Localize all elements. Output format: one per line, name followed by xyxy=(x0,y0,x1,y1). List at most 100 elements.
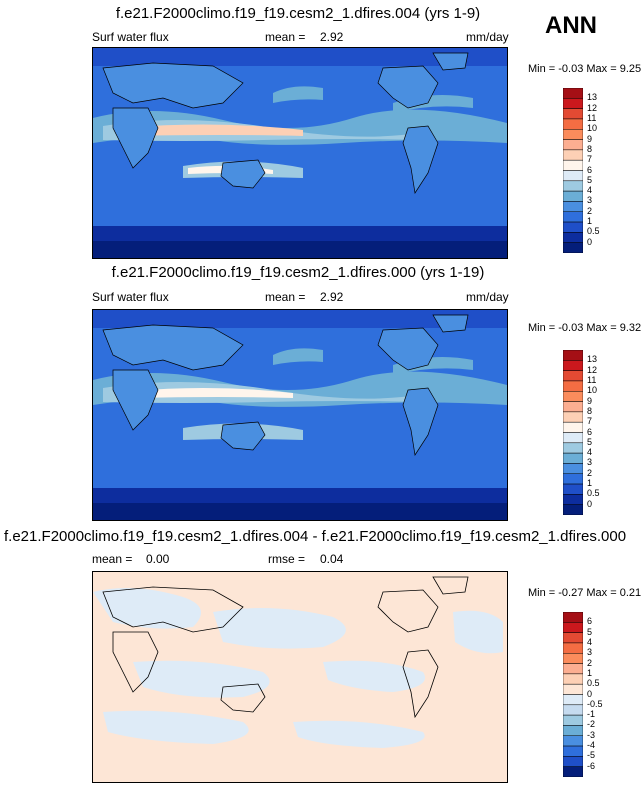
panel2-kuroshio xyxy=(273,348,323,365)
colorbar-swatch xyxy=(562,432,584,444)
colorbar-tick-label: 5 xyxy=(587,174,593,185)
colorbar-tick-label: 0 xyxy=(587,688,593,699)
colorbar-swatch xyxy=(562,211,584,223)
colorbar-tick-label: -2 xyxy=(587,719,596,730)
panel3-rmse-label: rmse = xyxy=(268,552,306,566)
panel3-mean-label: mean = xyxy=(92,552,133,566)
panel2-continents xyxy=(102,314,469,456)
panel3-eurasia xyxy=(102,586,244,633)
panel3-negative-patch-4 xyxy=(323,660,425,692)
colorbar-tick-label: 6 xyxy=(587,164,593,175)
colorbar-tick-label: -4 xyxy=(587,740,596,751)
colorbar-tick-label: 0 xyxy=(587,236,593,247)
panel1-itcz-core xyxy=(123,124,303,136)
colorbar-swatch xyxy=(562,745,584,757)
colorbar-swatch xyxy=(562,653,584,664)
panel3-map-svg xyxy=(93,572,507,782)
panel1-greenland xyxy=(432,52,469,71)
panel2-colorbar-svg xyxy=(562,349,584,516)
colorbar-tick-label: 12 xyxy=(587,102,598,113)
season-label: ANN xyxy=(545,12,597,39)
panel2-map-svg xyxy=(93,310,507,520)
panel3-negative-patch-6 xyxy=(293,720,425,748)
colorbar-tick-label: 2 xyxy=(587,467,593,478)
colorbar-tick-label: -5 xyxy=(587,750,596,761)
colorbar-swatch xyxy=(562,118,584,130)
colorbar-tick-label: -6 xyxy=(587,760,596,771)
panel2-eurasia xyxy=(102,324,244,371)
colorbar-swatch xyxy=(562,421,584,433)
colorbar-swatch xyxy=(562,442,584,454)
colorbar-tick-label: 10 xyxy=(587,123,598,134)
panel2-arctic-band xyxy=(93,310,507,328)
colorbar-swatch xyxy=(562,494,584,505)
colorbar-tick-label: 5 xyxy=(587,436,593,447)
panel3-negative-patch-2 xyxy=(213,608,346,649)
panel1-australia xyxy=(220,159,266,189)
colorbar-swatch xyxy=(562,473,584,485)
panel3-mean-value: 0.00 xyxy=(146,552,170,566)
colorbar-tick-label: 2 xyxy=(587,657,593,668)
colorbar-swatch xyxy=(562,756,584,767)
panel3-greenland xyxy=(432,576,469,595)
colorbar-tick-label: 10 xyxy=(587,385,598,396)
panel3-negative-patch-1 xyxy=(93,588,201,629)
colorbar-swatch xyxy=(562,483,584,495)
panel2-antarctic-inner xyxy=(93,503,507,520)
colorbar-swatch xyxy=(562,714,584,726)
panel1-africa xyxy=(112,107,159,169)
panel2-title: f.e21.F2000climo.f19_f19.cesm2_1.dfires.… xyxy=(111,264,485,281)
panel2-units: mm/day xyxy=(466,290,509,304)
colorbar-swatch xyxy=(562,463,584,474)
colorbar-swatch xyxy=(562,232,584,243)
colorbar-swatch xyxy=(562,673,584,685)
colorbar-swatch xyxy=(562,201,584,212)
colorbar-swatch xyxy=(562,504,584,516)
colorbar-swatch xyxy=(562,663,584,675)
panel3-negative-patch-3 xyxy=(133,660,270,698)
colorbar-swatch xyxy=(562,642,584,654)
colorbar-tick-label: 3 xyxy=(587,195,593,206)
colorbar-tick-label: 2 xyxy=(587,205,593,216)
panel3-title: f.e21.F2000climo.f19_f19.cesm2_1.dfires.… xyxy=(4,528,627,545)
panel3-colorbar-svg xyxy=(562,611,584,778)
panel1-north-america xyxy=(377,65,439,109)
panel1-colorbar-svg xyxy=(562,87,584,254)
panel1-variable: Surf water flux xyxy=(92,30,169,44)
panel2-mean-value: 2.92 xyxy=(320,290,344,304)
panel1-map xyxy=(92,47,508,259)
panel3-north-america xyxy=(377,589,439,633)
colorbar-tick-label: 1 xyxy=(587,667,593,678)
colorbar-swatch xyxy=(562,452,584,464)
colorbar-tick-label: 12 xyxy=(587,364,598,375)
colorbar-swatch xyxy=(562,401,584,413)
colorbar-swatch xyxy=(562,735,584,747)
colorbar-swatch xyxy=(562,159,584,171)
colorbar-tick-label: 0.5 xyxy=(587,488,600,499)
colorbar-tick-label: 6 xyxy=(587,616,593,627)
panel3-colorbar: 6 5 4 3 2 1 0.5 0 -0.5 -1 -2 -3 -4 -5 -6 xyxy=(562,611,603,778)
panel1-eurasia xyxy=(102,62,244,109)
colorbar-swatch xyxy=(562,632,584,644)
panel1-mean-value: 2.92 xyxy=(320,30,344,44)
panel1-colorbar: 13 12 11 10 9 8 7 6 5 4 3 2 1 0.5 0 xyxy=(562,87,600,254)
panel2-mean-label: mean = xyxy=(265,290,306,304)
panel3-negative-patch-7 xyxy=(453,610,503,654)
colorbar-swatch xyxy=(562,221,584,233)
colorbar-swatch xyxy=(562,725,584,736)
panel2-australia xyxy=(220,421,266,451)
panel2-greenland xyxy=(432,314,469,333)
colorbar-swatch xyxy=(562,180,584,192)
colorbar-swatch xyxy=(562,98,584,109)
panel3-rmse-value: 0.04 xyxy=(320,552,344,566)
colorbar-tick-label: 0.5 xyxy=(587,678,600,689)
colorbar-tick-label: 3 xyxy=(587,457,593,468)
colorbar-swatch xyxy=(562,170,584,182)
colorbar-tick-label: 9 xyxy=(587,395,593,406)
colorbar-swatch xyxy=(562,360,584,371)
panel3-australia xyxy=(220,683,266,713)
colorbar-tick-label: -3 xyxy=(587,729,596,740)
colorbar-tick-label: 6 xyxy=(587,426,593,437)
colorbar-swatch xyxy=(562,108,584,120)
panel1-mean-label: mean = xyxy=(265,30,306,44)
